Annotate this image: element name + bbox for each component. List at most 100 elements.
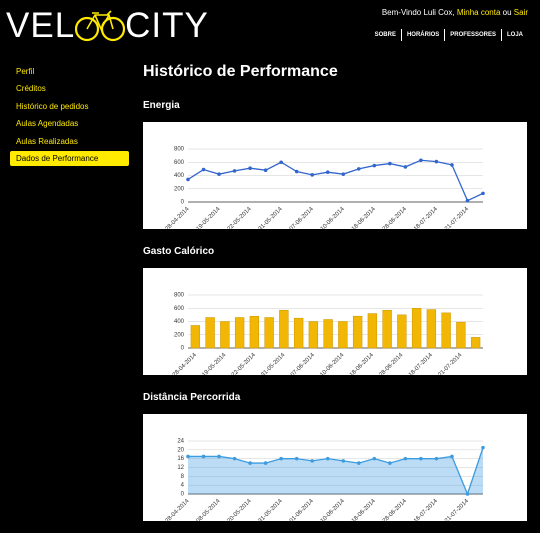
point: [434, 159, 439, 164]
point: [388, 461, 392, 465]
chart: 0 200 400 600 800 28-04-2014 19-05-2014 22-05-2…: [143, 268, 527, 375]
point: [481, 191, 485, 196]
welcome-text: Bem-Vindo Luli Cox,: [381, 8, 457, 17]
point: [279, 160, 283, 165]
x-tick-label: 07-06-2014: [289, 206, 315, 229]
logo[interactable]: VEL CITY: [6, 4, 209, 46]
y-tick-label: 0: [181, 346, 185, 352]
point: [419, 456, 423, 461]
top-nav: SOBRE HORÁRIOS PROFESSORES LOJA: [370, 29, 528, 41]
account-link[interactable]: Minha conta: [456, 8, 501, 17]
x-tick-label: 31-05-2014: [258, 498, 284, 521]
point: [217, 454, 221, 459]
bar: [352, 315, 363, 349]
x-tick-label: 21-07-2014: [444, 206, 470, 229]
sidebar-link[interactable]: Aulas Agendadas: [16, 119, 79, 129]
bar: [249, 315, 260, 349]
y-tick-label: 12: [177, 465, 184, 471]
x-tick-label: 21-07-2014: [437, 352, 463, 375]
x-tick-label: 18-06-2014: [351, 498, 377, 521]
bar: [308, 321, 319, 349]
point: [450, 454, 454, 459]
y-tick-label: 16: [177, 456, 184, 462]
point: [356, 167, 361, 171]
x-tick-label: 19-05-2014: [201, 352, 227, 375]
y-tick-label: 600: [174, 160, 185, 166]
welcome: Bem-Vindo Luli Cox, Minha conta ou Sair: [382, 8, 528, 17]
point: [201, 454, 206, 459]
point: [248, 461, 252, 465]
x-tick-label: 28-04-2014: [165, 498, 191, 521]
section-title: Energia: [143, 100, 180, 111]
point: [294, 169, 299, 174]
x-tick-label: 22-05-2014: [227, 206, 253, 229]
logout-link[interactable]: Sair: [513, 8, 528, 17]
point: [186, 454, 190, 459]
sidebar-link[interactable]: Perfil: [16, 67, 35, 76]
point: [481, 445, 485, 450]
point: [310, 173, 315, 177]
point: [434, 456, 439, 461]
y-tick-label: 600: [174, 306, 185, 312]
sidebar-link[interactable]: Aulas Realizadas: [16, 136, 78, 146]
point: [341, 172, 346, 176]
x-tick-label: 19-05-2014: [196, 206, 222, 229]
x-tick-label: 31-05-2014: [260, 352, 286, 375]
bar: [205, 317, 215, 349]
x-tick-label: 10-06-2014: [320, 206, 346, 229]
sidebar-link[interactable]: Créditos: [16, 84, 46, 94]
nav-link[interactable]: LOJA: [500, 29, 528, 41]
x-tick-label: 28-06-2014: [378, 352, 404, 375]
bar: [367, 313, 378, 349]
y-tick-label: 0: [181, 492, 185, 498]
bar: [190, 325, 201, 349]
x-tick-label: 28-04-2014: [165, 206, 191, 229]
point: [372, 163, 377, 168]
y-tick-label: 800: [174, 147, 185, 153]
sidebar-link[interactable]: Dados de Performance: [10, 150, 129, 166]
point: [232, 169, 237, 173]
y-tick-label: 4: [181, 483, 185, 489]
area: [188, 447, 483, 494]
x-tick-label: 28-04-2014: [172, 352, 198, 375]
y-tick-label: 8: [181, 474, 185, 480]
bar: [456, 321, 466, 349]
x-tick-label: 28-06-2014: [382, 498, 408, 521]
bar: [220, 321, 230, 349]
point: [310, 459, 315, 463]
x-tick-label: 10-06-2014: [319, 352, 345, 375]
point: [201, 167, 206, 172]
bar: [382, 309, 392, 349]
bar: [264, 317, 274, 349]
line: [187, 159, 484, 202]
point: [186, 177, 190, 182]
bar: [279, 309, 289, 349]
point: [403, 165, 408, 169]
y-tick-label: 400: [174, 319, 185, 325]
sidebar: Perfil Créditos Histórico de pedidos Aulas …: [10, 63, 129, 166]
point: [341, 459, 346, 463]
nav-link[interactable]: HORÁRIOS: [400, 29, 444, 41]
point: [450, 163, 454, 167]
point: [403, 456, 408, 461]
x-tick-label: 08-05-2014: [196, 498, 222, 521]
nav-link[interactable]: PROFESSORES: [444, 29, 501, 41]
bar: [397, 314, 407, 349]
x-tick-label: 18-06-2014: [349, 352, 375, 375]
x-tick-label: 07-06-2014: [290, 352, 316, 375]
logo-bike: [75, 10, 126, 41]
point: [325, 456, 330, 461]
point: [279, 456, 283, 461]
point: [465, 198, 470, 203]
section-title: Gasto Calórico: [143, 246, 215, 257]
sidebar-link[interactable]: Histórico de pedidos: [16, 101, 89, 111]
y-tick-label: 800: [174, 293, 185, 299]
y-tick-label: 200: [174, 186, 185, 192]
nav-link[interactable]: SOBRE: [374, 32, 396, 38]
x-tick-label: 18-07-2014: [408, 352, 434, 375]
point: [263, 168, 268, 172]
bar: [234, 317, 245, 349]
line: [188, 447, 484, 496]
point: [325, 170, 330, 174]
bar: [426, 309, 437, 349]
